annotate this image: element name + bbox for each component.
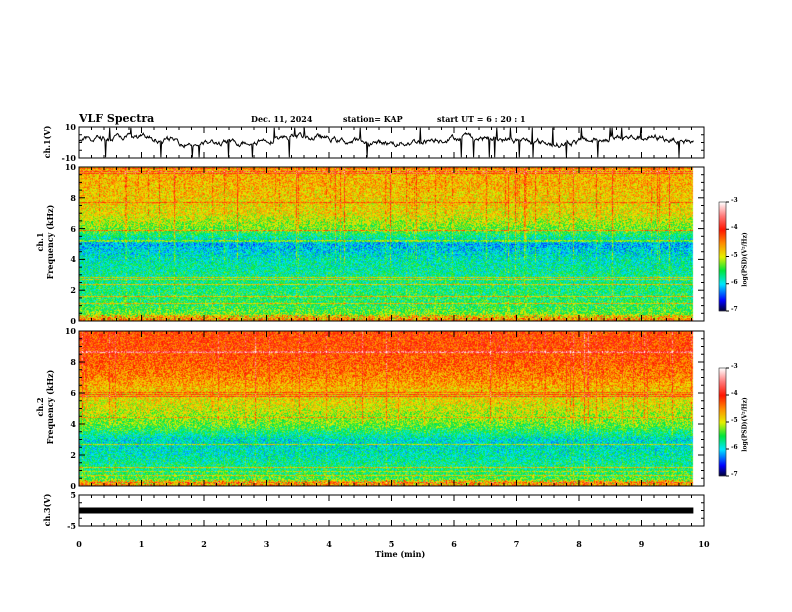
ch2-spec-ylabel: ch.2 Frequency (kHz) xyxy=(35,357,55,457)
y-tick-label: 10 xyxy=(64,122,76,132)
colorbar-tick-label: -3 xyxy=(731,197,738,204)
y-tick-label: -10 xyxy=(61,153,76,163)
colorbar-tick-label: -5 xyxy=(731,417,738,424)
ch1-spec-ylabel-text: ch.1 Frequency (kHz) xyxy=(35,204,55,280)
y-tick-label: 8 xyxy=(70,357,76,367)
colorbar-tick-label: -7 xyxy=(731,471,738,478)
y-tick-label: 2 xyxy=(70,285,76,296)
colorbar-1 xyxy=(718,201,727,312)
y-tick-label: 10 xyxy=(64,326,76,336)
ch1-waveform-line xyxy=(78,127,694,158)
colorbar-tick-label: -6 xyxy=(731,444,738,451)
colorbar-tick-label: -7 xyxy=(731,306,738,313)
x-tick-label: 6 xyxy=(451,539,457,549)
x-tick-label: 3 xyxy=(263,539,270,549)
ch2-spec-ylabel-text: ch.2 Frequency (kHz) xyxy=(35,369,55,445)
x-tick-label: 7 xyxy=(513,539,520,549)
x-tick-label: 4 xyxy=(326,539,332,549)
colorbar1-label: log(PSD)(V²/Hz) xyxy=(741,232,749,287)
start-time-label: start UT = 6 : 20 : 1 xyxy=(437,114,526,124)
y-tick-label: 4 xyxy=(70,419,76,429)
colorbar-tick-label: -6 xyxy=(731,278,738,286)
colorbar2-label: log(PSD)(V²/Hz) xyxy=(741,397,749,452)
ch3-waveform-line xyxy=(79,507,694,514)
x-tick-label: 9 xyxy=(638,539,645,549)
colorbar-2 xyxy=(718,367,727,477)
y-tick-label: 2 xyxy=(70,450,76,460)
y-tick-label: 6 xyxy=(70,388,76,398)
colorbar-tick-label: -3 xyxy=(731,363,738,370)
x-axis-label: Time (min) xyxy=(375,549,426,559)
colorbar-tick-label: -4 xyxy=(731,224,738,232)
panel-frame-1 xyxy=(78,166,705,322)
y-tick-label: 0 xyxy=(70,481,76,491)
ch3-ylabel: ch.3(V) xyxy=(42,493,52,527)
x-tick-label: 5 xyxy=(388,539,395,549)
ch1-ylabel: ch.1(V) xyxy=(42,125,52,159)
y-tick-label: 4 xyxy=(70,254,76,265)
station-label: station= KAP xyxy=(343,114,403,124)
x-tick-label: 8 xyxy=(576,539,582,549)
colorbar-tick-label: -5 xyxy=(731,251,738,259)
y-tick-label: 0 xyxy=(70,316,76,326)
y-tick-label: 6 xyxy=(70,223,76,234)
colorbar-tick-label: -4 xyxy=(731,390,738,397)
figure-title: VLF Spectra xyxy=(79,112,155,125)
x-tick-label: 1 xyxy=(138,539,145,549)
y-tick-label: 8 xyxy=(70,192,76,203)
panel-frame-2 xyxy=(78,330,705,487)
y-tick-label: 10 xyxy=(64,162,76,172)
y-tick-label: 5 xyxy=(70,490,76,500)
ch1-spec-ylabel: ch.1 Frequency (kHz) xyxy=(35,192,55,292)
x-tick-label: 2 xyxy=(201,539,207,549)
x-tick-label: 10 xyxy=(698,539,710,549)
x-tick-label: 0 xyxy=(76,539,82,549)
y-tick-label: -5 xyxy=(67,521,76,531)
date-label: Dec. 11, 2024 xyxy=(251,114,313,124)
